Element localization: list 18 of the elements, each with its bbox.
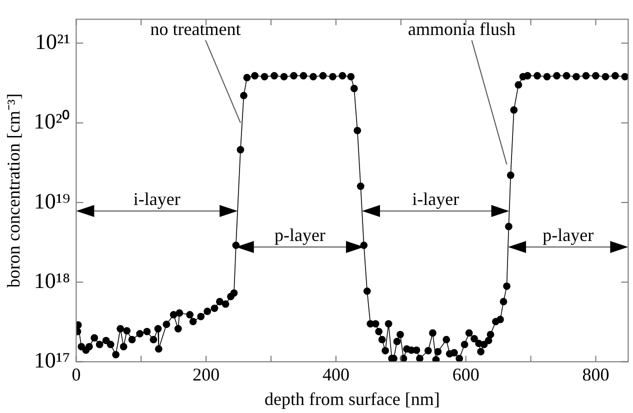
annotation: ammonia flush bbox=[408, 19, 516, 40]
annotation: no treatment bbox=[150, 19, 241, 40]
x-tick-label: 200 bbox=[192, 364, 220, 384]
y-tick-label: 10²¹ bbox=[34, 28, 70, 54]
y-tick-label: 10¹⁸ bbox=[34, 268, 70, 293]
annotation: i-layer bbox=[133, 189, 180, 210]
x-tick-label: 400 bbox=[322, 364, 350, 384]
x-tick-label: 0 bbox=[72, 364, 81, 384]
annotation: p-layer bbox=[274, 225, 326, 246]
y-tick-label: 10²⁰ bbox=[34, 108, 70, 134]
x-axis-title: depth from surface [nm] bbox=[264, 388, 440, 409]
y-tick-label: 10¹⁹ bbox=[34, 188, 71, 214]
x-tick-label: 800 bbox=[582, 364, 610, 384]
annotation: i-layer bbox=[412, 189, 460, 210]
y-tick-label: 10¹⁷ bbox=[34, 348, 70, 373]
y-axis-title: boron concentration [cm⁻³] bbox=[4, 93, 24, 288]
x-tick-label: 600 bbox=[452, 364, 480, 384]
annotation: p-layer bbox=[542, 225, 594, 246]
